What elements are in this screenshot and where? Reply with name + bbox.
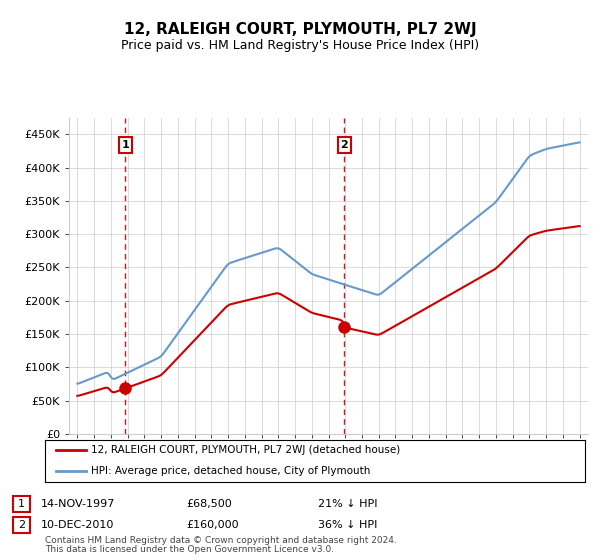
Text: 21% ↓ HPI: 21% ↓ HPI <box>318 499 377 509</box>
Text: 14-NOV-1997: 14-NOV-1997 <box>41 499 115 509</box>
Text: £160,000: £160,000 <box>186 520 239 530</box>
Text: 1: 1 <box>122 140 129 150</box>
Text: Contains HM Land Registry data © Crown copyright and database right 2024.: Contains HM Land Registry data © Crown c… <box>45 536 397 545</box>
Text: 1: 1 <box>18 499 25 509</box>
Text: HPI: Average price, detached house, City of Plymouth: HPI: Average price, detached house, City… <box>91 466 370 476</box>
Text: 2: 2 <box>18 520 25 530</box>
Text: Price paid vs. HM Land Registry's House Price Index (HPI): Price paid vs. HM Land Registry's House … <box>121 39 479 52</box>
Text: 12, RALEIGH COURT, PLYMOUTH, PL7 2WJ: 12, RALEIGH COURT, PLYMOUTH, PL7 2WJ <box>124 22 476 38</box>
Text: This data is licensed under the Open Government Licence v3.0.: This data is licensed under the Open Gov… <box>45 545 334 554</box>
Text: £68,500: £68,500 <box>186 499 232 509</box>
Text: 12, RALEIGH COURT, PLYMOUTH, PL7 2WJ (detached house): 12, RALEIGH COURT, PLYMOUTH, PL7 2WJ (de… <box>91 445 400 455</box>
Text: 36% ↓ HPI: 36% ↓ HPI <box>318 520 377 530</box>
Text: 2: 2 <box>341 140 348 150</box>
Text: 10-DEC-2010: 10-DEC-2010 <box>41 520 114 530</box>
